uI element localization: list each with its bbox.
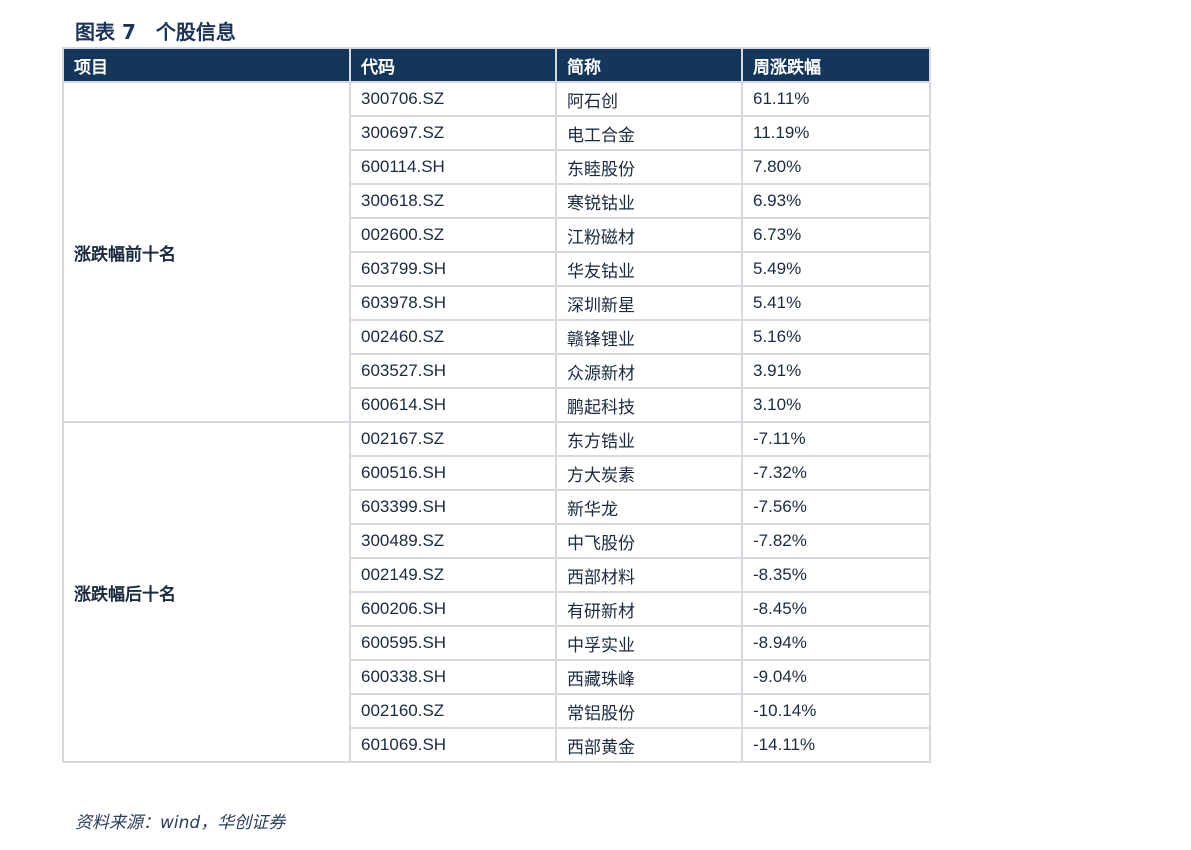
- weekly-change: 61.11%: [741, 81, 931, 117]
- stock-code: 600595.SH: [349, 625, 557, 661]
- weekly-change: -7.56%: [741, 489, 931, 525]
- stock-name: 东方锆业: [555, 421, 743, 457]
- stock-name: 中孚实业: [555, 625, 743, 661]
- weekly-change: -8.45%: [741, 591, 931, 627]
- table-row: 涨跌幅后十名 002167.SZ 东方锆业 -7.11%: [62, 421, 931, 763]
- table-row: 002160.SZ 常铝股份 -10.14%: [63, 693, 931, 729]
- stock-code: 300618.SZ: [349, 183, 557, 219]
- table-row: 600614.SH 鹏起科技 3.10%: [63, 387, 931, 423]
- header-code: 代码: [349, 47, 557, 83]
- table-row: 603399.SH 新华龙 -7.56%: [63, 489, 931, 525]
- weekly-change: -14.11%: [741, 727, 931, 763]
- stock-table: 项目 代码 简称 周涨跌幅 涨跌幅前十名 300706.SZ 阿石创 61.11% 30…: [62, 47, 931, 763]
- stock-name: 中飞股份: [555, 523, 743, 559]
- weekly-change: -7.11%: [741, 421, 931, 457]
- header-name: 简称: [555, 47, 743, 83]
- table-row: 600595.SH 中孚实业 -8.94%: [63, 625, 931, 661]
- table-row: 603799.SH 华友钴业 5.49%: [63, 251, 931, 287]
- table-row: 600338.SH 西藏珠峰 -9.04%: [63, 659, 931, 695]
- stock-name: 西部黄金: [555, 727, 743, 763]
- stock-code: 300706.SZ: [349, 81, 557, 117]
- table-row: 300489.SZ 中飞股份 -7.82%: [63, 523, 931, 559]
- stock-name: 鹏起科技: [555, 387, 743, 423]
- weekly-change: -8.94%: [741, 625, 931, 661]
- stock-code: 002167.SZ: [349, 421, 557, 457]
- stock-code: 603978.SH: [349, 285, 557, 321]
- weekly-change: 5.49%: [741, 251, 931, 287]
- stock-code: 601069.SH: [349, 727, 557, 763]
- table-row: 涨跌幅前十名 300706.SZ 阿石创 61.11%: [62, 81, 931, 423]
- table-row: 002149.SZ 西部材料 -8.35%: [63, 557, 931, 593]
- stock-name: 西部材料: [555, 557, 743, 593]
- stock-name: 有研新材: [555, 591, 743, 627]
- stock-code: 600114.SH: [349, 149, 557, 185]
- stock-code: 600516.SH: [349, 455, 557, 491]
- stock-code: 603799.SH: [349, 251, 557, 287]
- stock-name: 阿石创: [555, 81, 743, 117]
- stock-code: 300697.SZ: [349, 115, 557, 151]
- stock-name: 众源新材: [555, 353, 743, 389]
- stock-name: 东睦股份: [555, 149, 743, 185]
- stock-name: 寒锐钴业: [555, 183, 743, 219]
- stock-code: 603527.SH: [349, 353, 557, 389]
- table-row: 600114.SH 东睦股份 7.80%: [63, 149, 931, 185]
- header-row: 项目 代码 简称 周涨跌幅: [62, 47, 931, 83]
- group-label: 涨跌幅后十名: [62, 421, 351, 763]
- table-row: 002600.SZ 江粉磁材 6.73%: [63, 217, 931, 253]
- stock-name: 新华龙: [555, 489, 743, 525]
- stock-code: 002600.SZ: [349, 217, 557, 253]
- source-note: 资料来源：wind，华创证券: [75, 813, 286, 833]
- weekly-change: 11.19%: [741, 115, 931, 151]
- table-row: 603978.SH 深圳新星 5.41%: [63, 285, 931, 321]
- weekly-change: 7.80%: [741, 149, 931, 185]
- table-row: 603527.SH 众源新材 3.91%: [63, 353, 931, 389]
- stock-name: 赣锋锂业: [555, 319, 743, 355]
- weekly-change: -10.14%: [741, 693, 931, 729]
- stock-code: 600338.SH: [349, 659, 557, 695]
- table-row: 300618.SZ 寒锐钴业 6.93%: [63, 183, 931, 219]
- weekly-change: 5.16%: [741, 319, 931, 355]
- group-label: 涨跌幅前十名: [62, 81, 351, 423]
- stock-code: 600206.SH: [349, 591, 557, 627]
- weekly-change: -9.04%: [741, 659, 931, 695]
- table-row: 601069.SH 西部黄金 -14.11%: [63, 727, 931, 763]
- stock-name: 深圳新星: [555, 285, 743, 321]
- stock-name: 常铝股份: [555, 693, 743, 729]
- stock-code: 002460.SZ: [349, 319, 557, 355]
- stock-code: 603399.SH: [349, 489, 557, 525]
- stock-name: 华友钴业: [555, 251, 743, 287]
- stock-name: 江粉磁材: [555, 217, 743, 253]
- stock-name: 电工合金: [555, 115, 743, 151]
- stock-name: 方大炭素: [555, 455, 743, 491]
- weekly-change: 5.41%: [741, 285, 931, 321]
- table-row: 600206.SH 有研新材 -8.45%: [63, 591, 931, 627]
- weekly-change: 6.93%: [741, 183, 931, 219]
- stock-code: 600614.SH: [349, 387, 557, 423]
- table-body: 涨跌幅前十名 300706.SZ 阿石创 61.11% 300697.SZ 电工合金 11.…: [62, 81, 931, 763]
- header-weekly-change: 周涨跌幅: [741, 47, 931, 83]
- weekly-change: 6.73%: [741, 217, 931, 253]
- figure-title: 图表 7 个股信息: [75, 20, 236, 44]
- table-row: 300697.SZ 电工合金 11.19%: [63, 115, 931, 151]
- stock-name: 西藏珠峰: [555, 659, 743, 695]
- weekly-change: -7.32%: [741, 455, 931, 491]
- header-item: 项目: [62, 47, 351, 83]
- weekly-change: 3.10%: [741, 387, 931, 423]
- table-row: 002460.SZ 赣锋锂业 5.16%: [63, 319, 931, 355]
- stock-code: 002160.SZ: [349, 693, 557, 729]
- weekly-change: -8.35%: [741, 557, 931, 593]
- weekly-change: -7.82%: [741, 523, 931, 559]
- stock-code: 300489.SZ: [349, 523, 557, 559]
- table-row: 600516.SH 方大炭素 -7.32%: [63, 455, 931, 491]
- weekly-change: 3.91%: [741, 353, 931, 389]
- stock-code: 002149.SZ: [349, 557, 557, 593]
